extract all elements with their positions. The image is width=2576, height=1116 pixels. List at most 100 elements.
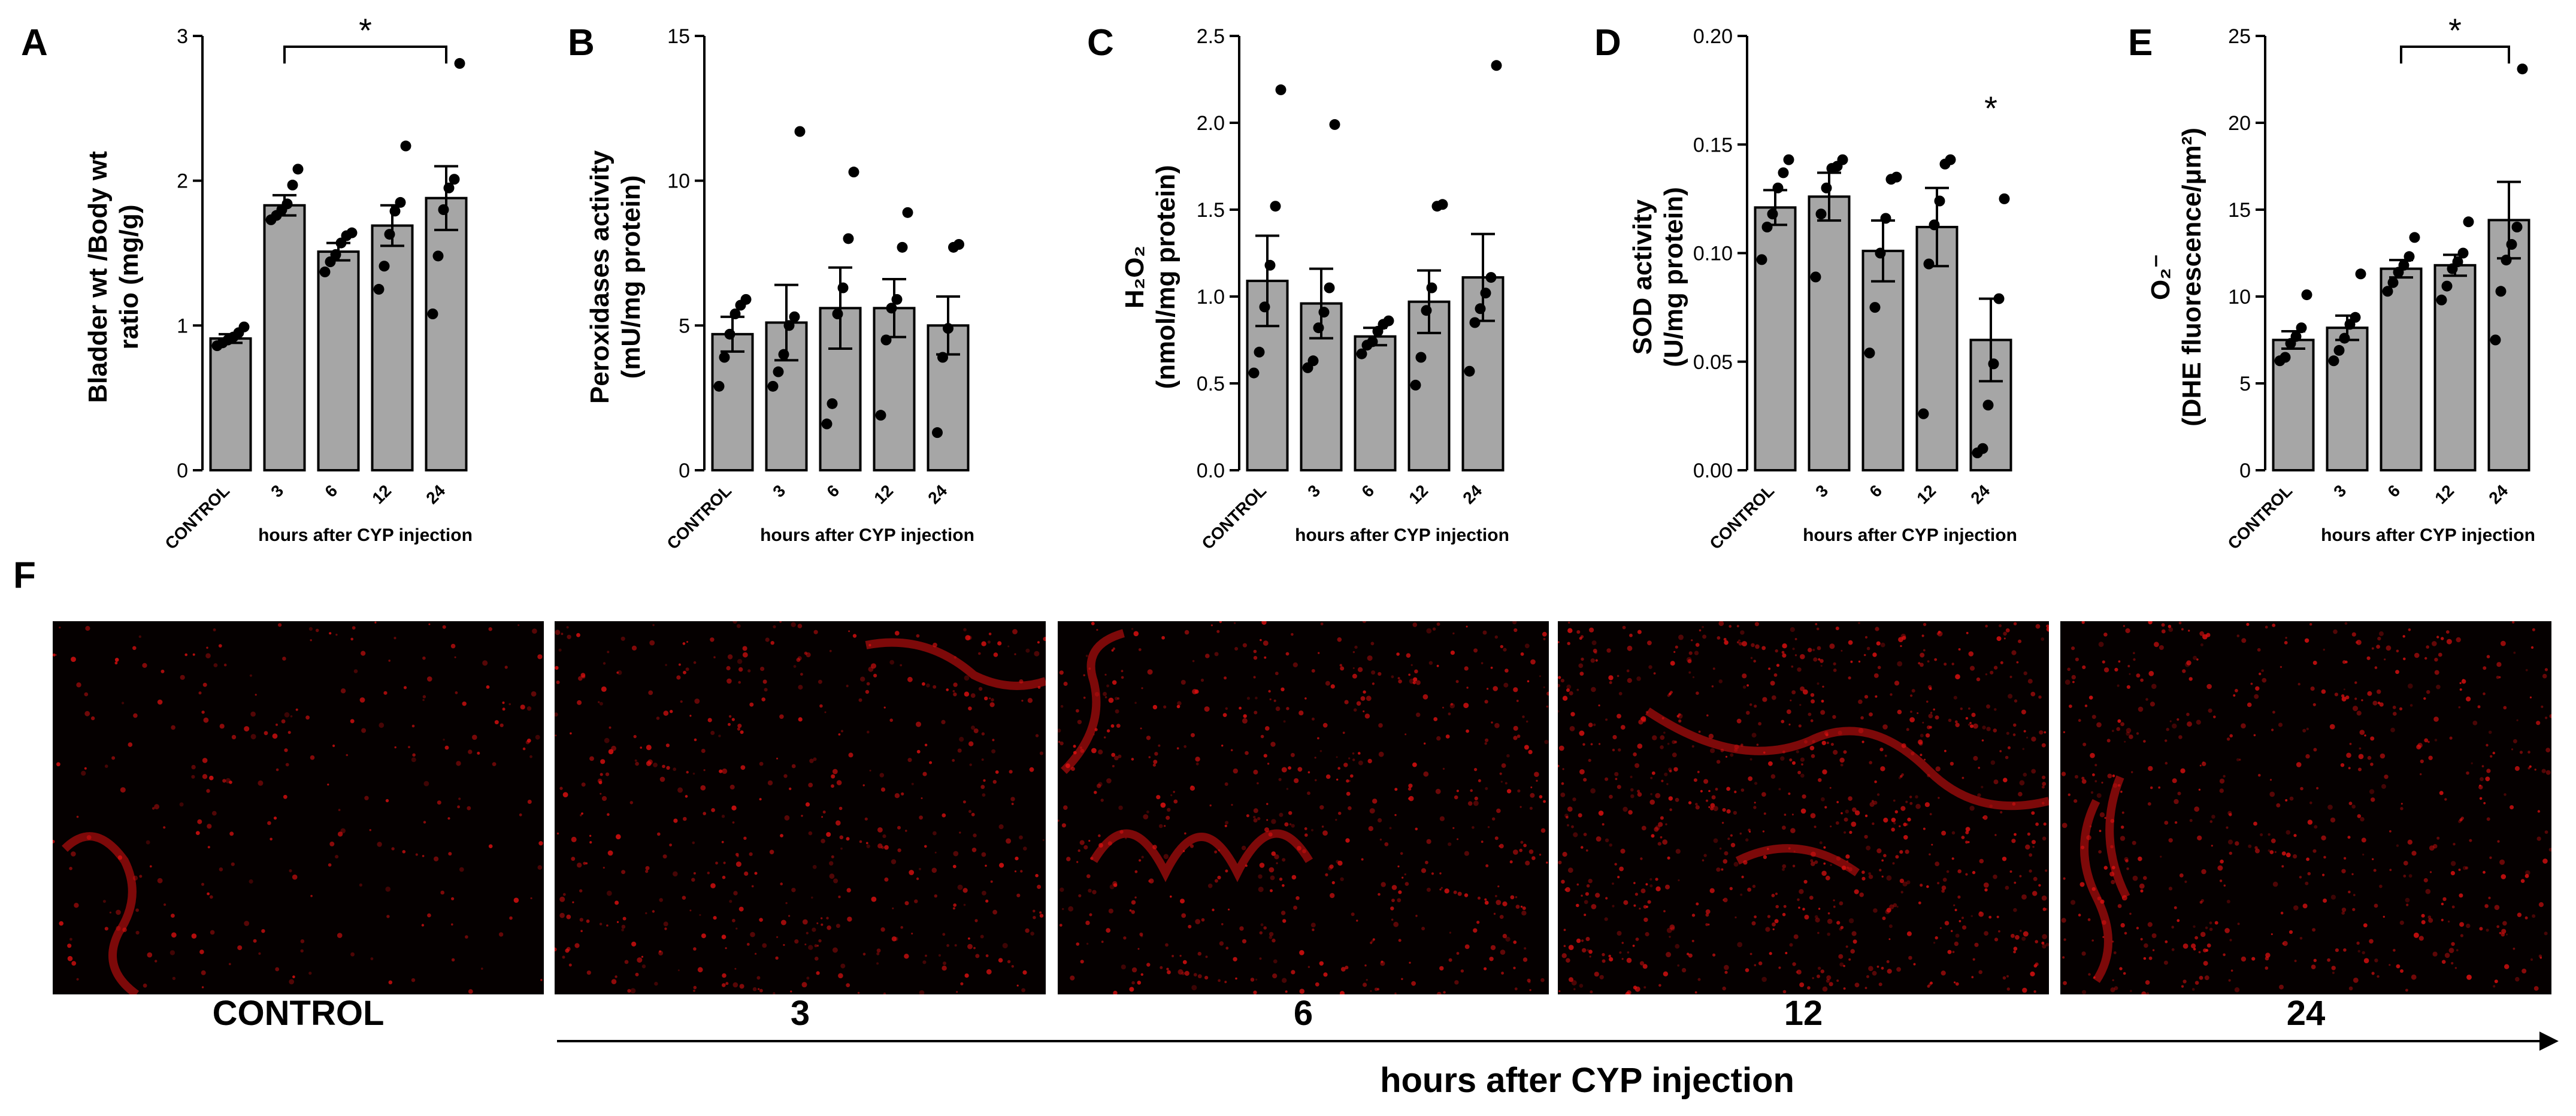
micrograph-image [1558, 621, 2049, 994]
y-tick-label: 1.5 [1197, 199, 1225, 222]
data-point [1756, 254, 1767, 265]
data-point [789, 311, 800, 322]
x-axis-label: hours after CYP injection [1295, 525, 1509, 545]
data-point [2452, 256, 2463, 267]
data-point [1869, 302, 1881, 313]
x-tick-label: 6 [823, 481, 843, 501]
tissue-fold [2080, 775, 2130, 983]
data-point [1993, 293, 2005, 304]
y-tick-label: 0.20 [1693, 25, 1733, 48]
data-point [794, 126, 806, 137]
y-axis-label: (DHE fluorescence/μm²) [2177, 128, 2206, 427]
x-tick-label: CONTROL [2224, 481, 2296, 553]
y-axis-label: SOD activity [1628, 199, 1657, 355]
data-point [449, 174, 460, 185]
bar [711, 332, 754, 471]
data-point [395, 196, 406, 208]
significance-bracket [283, 46, 447, 63]
data-point [1945, 154, 1956, 165]
significance-star: * [359, 11, 372, 49]
y-tick-label: 0.05 [1693, 351, 1733, 374]
data-point [1761, 222, 1773, 232]
data-point [943, 323, 953, 334]
y-tick-label: 1.0 [1197, 286, 1225, 309]
data-point [1875, 247, 1886, 259]
bar [1808, 195, 1851, 471]
data-point [1426, 282, 1437, 294]
micrograph-label: 6 [1293, 994, 1313, 1033]
y-tick-label: 25 [2228, 25, 2251, 48]
micrograph-texture [555, 621, 1046, 994]
chart-d: D 0.00 0.05 0.10 0.15 0.20 SOD activity (U/mg p… [1594, 22, 2017, 553]
data-point [2387, 277, 2399, 288]
data-point [2328, 355, 2339, 367]
micrograph-label: 3 [790, 994, 810, 1033]
significance-bracket [2400, 46, 2510, 63]
bar [317, 250, 360, 471]
x-tick-label: CONTROL [663, 481, 735, 553]
chart-b: B 0 5 10 15 Peroxidases activity (mU/mg protei… [568, 22, 974, 553]
data-point [2333, 344, 2345, 356]
data-point [2511, 222, 2523, 232]
data-point [1383, 315, 1394, 326]
data-point [897, 241, 908, 253]
x-tick-label: 12 [368, 481, 395, 507]
data-point [438, 204, 449, 215]
data-point [902, 207, 913, 218]
micrograph-image [53, 621, 544, 994]
data-point [2501, 255, 2512, 266]
data-point [740, 294, 752, 305]
x-tick-label: 24 [1459, 481, 1485, 507]
data-point [384, 229, 395, 240]
x-tick-label: 3 [267, 481, 287, 501]
x-tick-label: 6 [2384, 481, 2404, 501]
data-point [1270, 201, 1281, 212]
bar [425, 196, 468, 471]
y-tick-label: 2.0 [1197, 112, 1225, 135]
data-point [400, 140, 411, 152]
data-point [319, 266, 331, 277]
bar [263, 204, 306, 471]
data-point [1437, 199, 1448, 210]
y-tick-label: 2 [177, 170, 188, 193]
panel-letter: A [21, 22, 48, 63]
data-point [1318, 307, 1330, 318]
y-axis-label: (nmol/mg protein) [1151, 165, 1180, 389]
y-tick-label: 0.0 [1197, 459, 1225, 482]
data-point [2290, 331, 2302, 342]
data-point [1999, 193, 2010, 204]
data-point [1313, 322, 1324, 334]
data-point [1837, 154, 1848, 165]
data-point [1934, 195, 1945, 207]
data-point [1815, 208, 1827, 220]
data-point [1977, 443, 1988, 454]
data-point [1864, 347, 1875, 359]
data-point [783, 320, 795, 331]
data-point [427, 309, 438, 319]
data-point [1356, 348, 1367, 359]
data-point [2463, 216, 2474, 228]
data-point [1421, 305, 1432, 316]
data-point [1767, 208, 1778, 220]
data-point [1415, 352, 1427, 363]
time-arrow [557, 1032, 2559, 1051]
data-point [1324, 282, 1335, 294]
data-point [292, 164, 304, 175]
y-tick-label: 0.00 [1693, 459, 1733, 482]
data-point [2398, 259, 2409, 271]
panel-letter: C [1087, 22, 1114, 63]
micrograph-label: 12 [1784, 994, 1823, 1033]
y-tick-label: 10 [667, 170, 690, 193]
x-tick-label: 6 [321, 481, 341, 501]
x-tick-label: 3 [1304, 481, 1324, 501]
data-point [1264, 259, 1276, 271]
x-axis-label: hours after CYP injection [2321, 525, 2535, 545]
data-point [1464, 365, 1475, 377]
data-point [2457, 247, 2469, 259]
y-tick-label: 0 [679, 459, 690, 482]
bar [1915, 226, 1959, 471]
data-point [767, 380, 779, 392]
x-tick-label: CONTROL [161, 481, 233, 553]
y-tick-label: 15 [2228, 199, 2251, 222]
